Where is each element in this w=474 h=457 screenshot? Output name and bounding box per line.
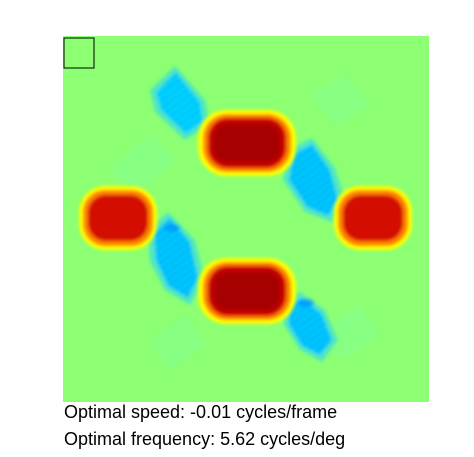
positive-lobe-top-center (198, 110, 296, 176)
optimal-speed-caption: Optimal speed: -0.01 cycles/frame (64, 402, 338, 422)
negative-lobes (148, 66, 345, 362)
positive-lobe-left (79, 186, 157, 250)
negative-lobe-center-left (148, 212, 205, 305)
marker-box (63, 37, 95, 69)
negative-lobe-center-right (283, 138, 345, 222)
negative-lobe-upper-left (150, 66, 210, 140)
positive-lobe-bottom-center (198, 258, 296, 324)
positive-lobes (79, 110, 412, 324)
optimal-frequency-caption: Optimal frequency: 5.62 cycles/deg (64, 429, 346, 449)
positive-lobe-right (334, 186, 412, 250)
negative-lobe-lower-right (282, 292, 338, 362)
faint-ridges (110, 75, 380, 370)
